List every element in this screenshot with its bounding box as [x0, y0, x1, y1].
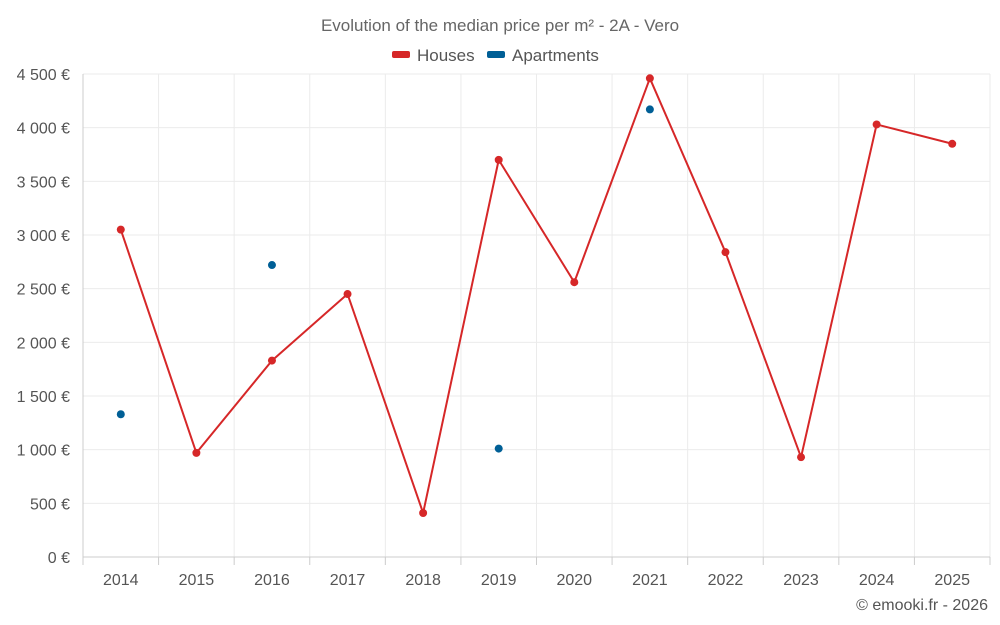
data-point [645, 105, 654, 114]
x-tick-label: 2015 [179, 572, 215, 589]
y-tick-label: 1 000 € [17, 443, 70, 460]
x-tick-label: 2014 [103, 572, 139, 589]
x-tick-label: 2016 [254, 572, 290, 589]
legend-label-apartments: Apartments [512, 46, 599, 65]
legend-swatch-apartments [487, 51, 505, 58]
legend-label-houses: Houses [417, 46, 475, 65]
y-tick-label: 3 000 € [17, 228, 70, 245]
series-layer [116, 74, 957, 517]
data-point [494, 444, 503, 453]
data-point [494, 155, 503, 164]
y-tick-label: 500 € [30, 496, 70, 513]
x-tick-label: 2024 [859, 572, 895, 589]
series-houses [116, 74, 957, 517]
legend-swatch-houses [392, 51, 410, 58]
data-point [343, 290, 352, 299]
data-point [116, 410, 125, 419]
grid-layer [83, 73, 991, 557]
x-tick-label: 2023 [783, 572, 819, 589]
data-point [267, 261, 276, 270]
data-point [721, 248, 730, 257]
chart-title: Evolution of the median price per m² - 2… [321, 16, 679, 35]
y-tick-label: 1 500 € [17, 389, 70, 406]
data-point [267, 356, 276, 365]
series-line [119, 77, 953, 514]
x-tick-label: 2017 [330, 572, 366, 589]
y-tick-label: 0 € [48, 550, 70, 567]
data-point [570, 278, 579, 287]
x-tick-label: 2020 [556, 572, 592, 589]
legend: Houses Apartments [392, 46, 599, 65]
x-tick-label: 2022 [708, 572, 744, 589]
x-tick-label: 2021 [632, 572, 668, 589]
data-point [419, 508, 428, 517]
x-tick-label: 2018 [405, 572, 441, 589]
data-point [645, 74, 654, 83]
axis-layer: 0 € 500 € 1 000 € 1 500 € 2 000 € 2 500 € 3 00… [17, 67, 991, 589]
x-tick-label: 2019 [481, 572, 517, 589]
data-point [797, 453, 806, 462]
x-tick-label: 2025 [934, 572, 970, 589]
y-tick-label: 4 500 € [17, 67, 70, 84]
data-point [192, 448, 201, 457]
y-tick-label: 2 500 € [17, 282, 70, 299]
series-apartments [116, 105, 654, 453]
credit-text: © emooki.fr - 2026 [856, 597, 988, 614]
y-tick-label: 4 000 € [17, 121, 70, 138]
data-point [948, 139, 957, 148]
data-point [116, 225, 125, 234]
data-point [872, 120, 881, 129]
y-tick-label: 2 000 € [17, 335, 70, 352]
y-tick-label: 3 500 € [17, 174, 70, 191]
